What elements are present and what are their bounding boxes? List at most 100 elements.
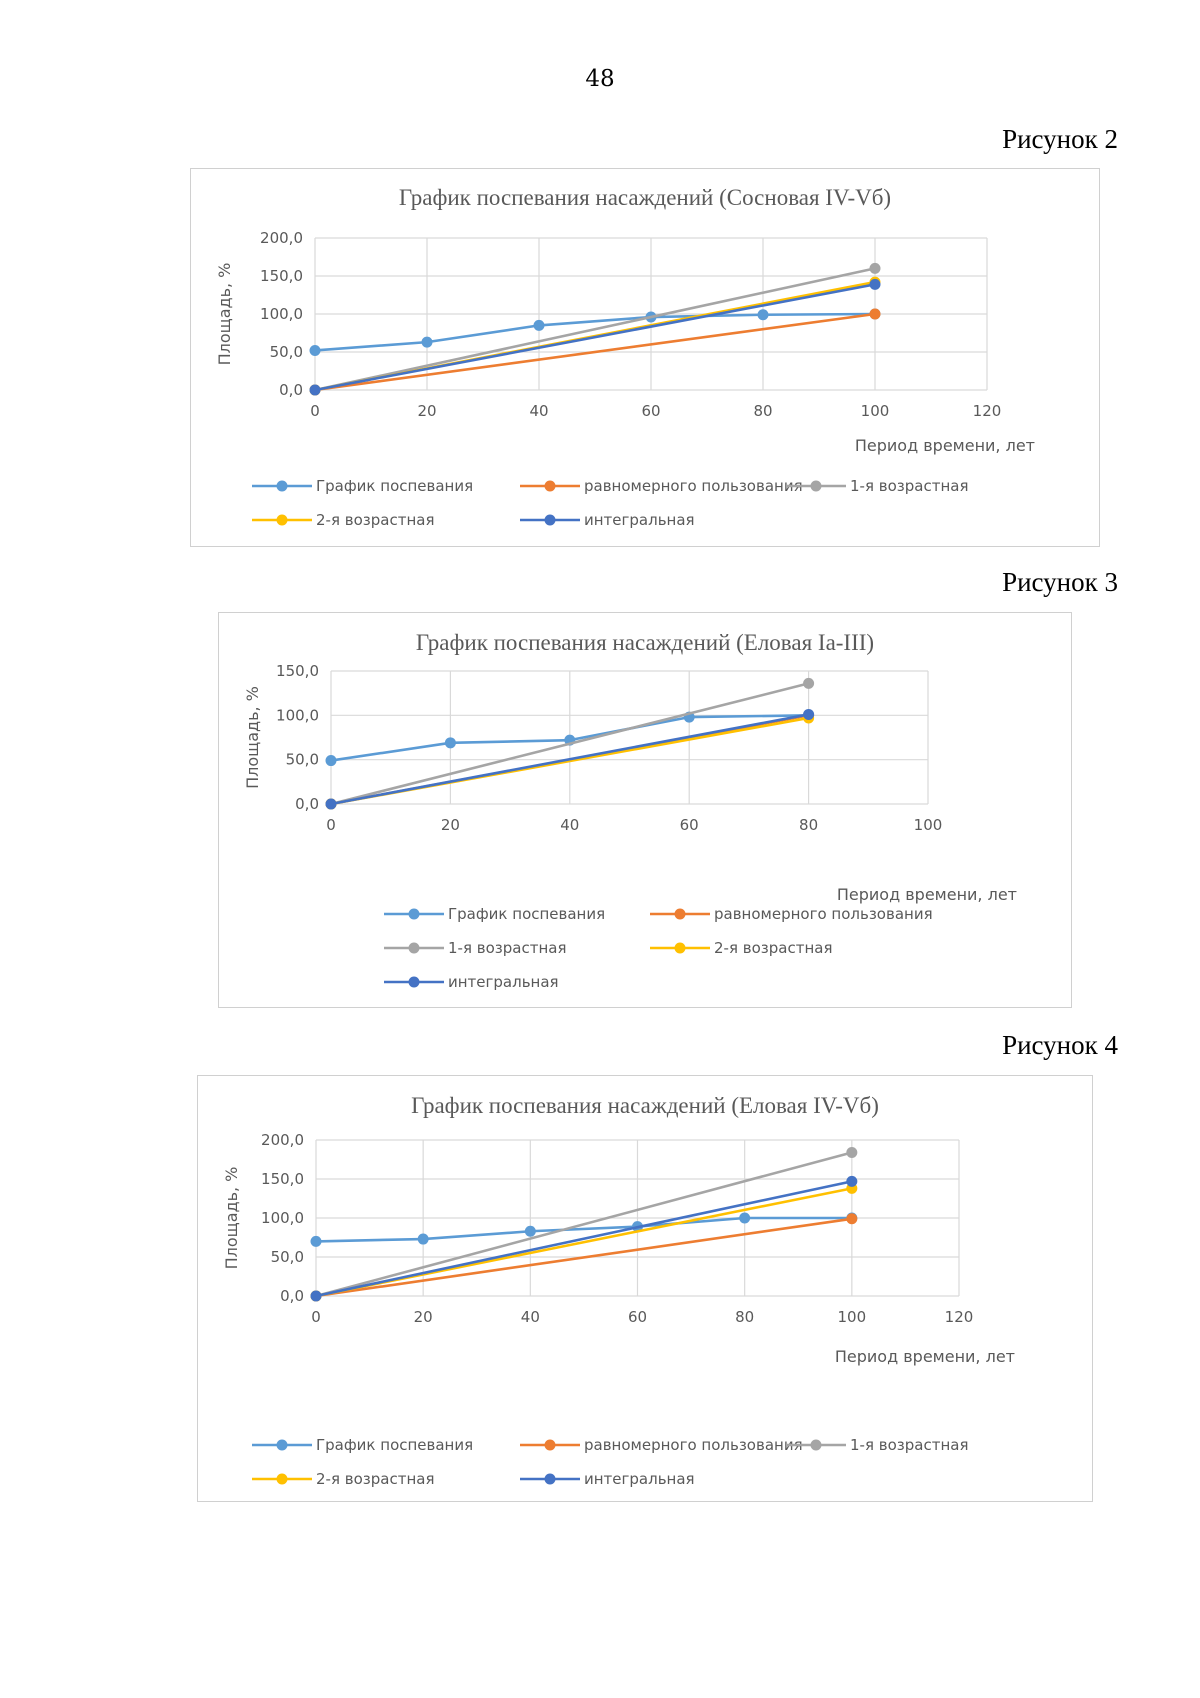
series-line-1 — [314, 312, 876, 352]
x-axis-title: Период времени, лет — [855, 436, 1035, 455]
data-point — [325, 755, 337, 767]
data-point — [444, 737, 456, 749]
legend-swatch-marker — [276, 1473, 288, 1485]
legend-label: интегральная — [448, 973, 559, 991]
data-point — [739, 1212, 751, 1224]
y-axis-title: Площадь, % — [215, 263, 234, 366]
x-tick-label: 40 — [529, 402, 548, 420]
chart-title: График поспевания насаждений (Еловая Iа-… — [416, 630, 874, 655]
legend-swatch-marker — [276, 480, 288, 492]
y-tick-label: 0,0 — [280, 1287, 304, 1305]
x-tick-label: 20 — [441, 816, 460, 834]
x-tick-label: 60 — [628, 1308, 647, 1326]
legend-swatch-marker — [544, 480, 556, 492]
y-tick-label: 150,0 — [260, 267, 303, 285]
y-tick-label: 150,0 — [261, 1170, 304, 1188]
y-tick-label: 0,0 — [295, 795, 319, 813]
data-point — [421, 336, 433, 348]
x-tick-label: 40 — [521, 1308, 540, 1326]
legend-label: равномерного пользования — [584, 477, 803, 495]
x-tick-label: 80 — [735, 1308, 754, 1326]
series-line-5 — [330, 713, 809, 806]
x-tick-label: 0 — [326, 816, 336, 834]
chart-frame-2 — [218, 612, 1072, 1008]
series-line-3 — [330, 682, 809, 806]
data-point — [869, 278, 881, 290]
y-tick-label: 100,0 — [260, 305, 303, 323]
x-tick-label: 120 — [945, 1308, 974, 1326]
y-tick-label: 150,0 — [276, 662, 319, 680]
legend-swatch-marker — [408, 976, 420, 988]
legend-swatch-marker — [544, 514, 556, 526]
legend-label: График поспевания — [316, 477, 473, 495]
legend-swatch-marker — [674, 942, 686, 954]
legend-swatch-marker — [408, 908, 420, 920]
y-tick-label: 50,0 — [270, 343, 303, 361]
legend-label: 2-я возрастная — [316, 1470, 434, 1488]
series-line-3 — [314, 267, 876, 392]
x-tick-label: 100 — [838, 1308, 867, 1326]
data-point — [803, 677, 815, 689]
figure-caption-2: Рисунок 2 — [1002, 124, 1118, 154]
legend-swatch-marker — [544, 1439, 556, 1451]
x-tick-label: 60 — [641, 402, 660, 420]
page-number: 48 — [585, 66, 615, 92]
legend-label: 1-я возрастная — [850, 477, 968, 495]
y-tick-label: 50,0 — [271, 1248, 304, 1266]
legend-label: интегральная — [584, 1470, 695, 1488]
legend-swatch-marker — [810, 1439, 822, 1451]
legend-label: интегральная — [584, 511, 695, 529]
data-point — [846, 1146, 858, 1158]
data-point — [309, 344, 321, 356]
data-point — [757, 309, 769, 321]
legend-label: 2-я возрастная — [316, 511, 434, 529]
data-point — [533, 319, 545, 331]
data-point — [310, 1235, 322, 1247]
legend-label: 2-я возрастная — [714, 939, 832, 957]
legend-swatch-marker — [276, 1439, 288, 1451]
x-tick-label: 40 — [560, 816, 579, 834]
legend-label: График поспевания — [448, 905, 605, 923]
x-tick-label: 20 — [414, 1308, 433, 1326]
y-tick-label: 100,0 — [261, 1209, 304, 1227]
data-point — [846, 1213, 858, 1225]
legend-swatch-marker — [810, 480, 822, 492]
legend-label: График поспевания — [316, 1436, 473, 1454]
legend-swatch-marker — [276, 514, 288, 526]
x-axis-title: Период времени, лет — [835, 1347, 1015, 1366]
figure-caption-4: Рисунок 4 — [1002, 1030, 1118, 1060]
data-point — [869, 262, 881, 274]
legend-swatch-marker — [408, 942, 420, 954]
legend-label: равномерного пользования — [714, 905, 933, 923]
x-tick-label: 120 — [973, 402, 1002, 420]
x-tick-label: 100 — [914, 816, 943, 834]
legend-label: 1-я возрастная — [850, 1436, 968, 1454]
series-line-1 — [315, 1216, 852, 1243]
legend-swatch-marker — [544, 1473, 556, 1485]
chart-title: График поспевания насаждений (Сосновая I… — [399, 185, 891, 210]
y-tick-label: 50,0 — [286, 751, 319, 769]
x-tick-label: 80 — [753, 402, 772, 420]
legend-swatch-marker — [674, 908, 686, 920]
data-point — [310, 1290, 322, 1302]
y-tick-label: 200,0 — [261, 1131, 304, 1149]
series-line-5 — [315, 1180, 853, 1298]
data-point — [417, 1233, 429, 1245]
legend-label: 1-я возрастная — [448, 939, 566, 957]
y-tick-label: 0,0 — [279, 381, 303, 399]
legend-label: равномерного пользования — [584, 1436, 803, 1454]
x-tick-label: 20 — [417, 402, 436, 420]
y-axis-title: Площадь, % — [243, 686, 262, 789]
chart-frame-1 — [190, 168, 1100, 547]
data-point — [325, 798, 337, 810]
series-line-2 — [314, 312, 876, 392]
chart-title: График поспевания насаждений (Еловая IV-… — [411, 1093, 879, 1118]
y-tick-label: 100,0 — [276, 706, 319, 724]
y-axis-title: Площадь, % — [222, 1167, 241, 1270]
series-line-3 — [315, 1151, 853, 1298]
x-tick-label: 80 — [799, 816, 818, 834]
y-tick-label: 200,0 — [260, 229, 303, 247]
series-line-5 — [314, 283, 876, 392]
